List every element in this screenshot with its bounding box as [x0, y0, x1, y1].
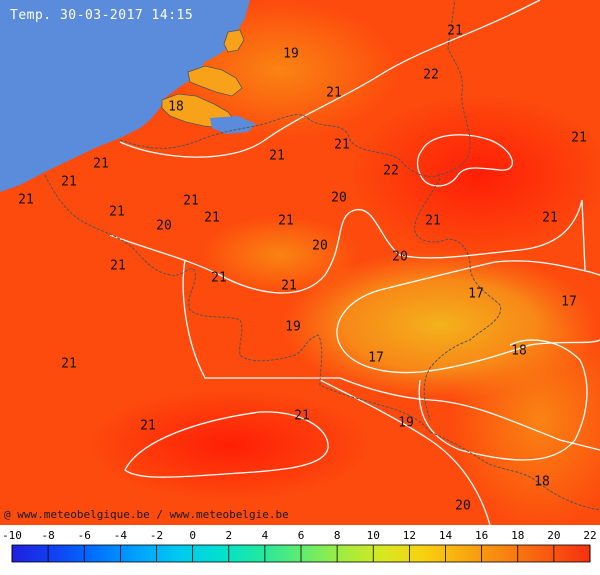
map-canvas	[0, 0, 600, 525]
temp-label: 20	[312, 238, 328, 254]
cool-zone-southeast	[450, 310, 600, 525]
temp-label-south: 21	[294, 408, 310, 424]
temp-label: 17	[561, 294, 577, 310]
temp-label: 21	[110, 258, 126, 274]
legend-tick-label: 16	[475, 529, 489, 542]
legend-tick-label: -6	[77, 529, 91, 542]
border-be-nl	[119, 0, 471, 177]
hot-zone-east	[350, 95, 600, 255]
temperature-map: Temp. 30-03-2017 14:15 @ www.meteobelgiq…	[0, 0, 600, 525]
legend-tick-label: -4	[113, 529, 127, 542]
isotherm-19-ardennes	[182, 259, 600, 451]
temp-label: 21	[447, 23, 463, 39]
legend-tick-label: 22	[583, 529, 597, 542]
temp-label-center: 21	[281, 278, 297, 294]
temp-label: 20	[331, 190, 347, 206]
isotherm-17-ardennes	[336, 260, 600, 374]
temp-label: 21	[334, 137, 350, 153]
temp-label: 21	[61, 356, 77, 372]
isotherm-20-central	[109, 199, 586, 294]
legend-tick-label: 6	[297, 529, 305, 542]
isotherm-20-south	[319, 379, 491, 525]
isotherm-22-east	[416, 134, 513, 187]
temp-label: 21	[93, 156, 109, 172]
isotherms	[109, 0, 600, 525]
island-north	[223, 29, 245, 53]
temp-label: 21	[109, 204, 125, 220]
temp-label: 17	[468, 286, 484, 302]
border-be-de	[414, 177, 502, 421]
legend-tick-label: -2	[149, 529, 164, 542]
temp-label: 21	[278, 213, 294, 229]
temp-label: 21	[183, 193, 199, 209]
temp-label: 21	[18, 192, 34, 208]
mild-zone-center	[200, 215, 360, 295]
temp-label: 21	[326, 85, 342, 101]
temp-label: 21	[211, 270, 227, 286]
temp-label: 21	[269, 148, 285, 164]
legend-tick-label: 10	[366, 529, 380, 542]
sea-inlet	[210, 116, 256, 134]
legend-tick-label: 4	[261, 529, 269, 542]
temp-label: 19	[398, 415, 414, 431]
legend-tick-label: 12	[402, 529, 416, 542]
legend-tick-label: 8	[333, 529, 341, 542]
temp-label: 21	[61, 174, 77, 190]
temp-label: 20	[455, 498, 471, 514]
legend-tick-label: 20	[547, 529, 561, 542]
legend-tick-label: -8	[41, 529, 55, 542]
legend-tick-label: 2	[225, 529, 233, 542]
isotherm-18-southeast	[418, 339, 588, 461]
isotherm-21-south	[124, 411, 329, 478]
legend-tick-label: 0	[189, 529, 196, 542]
temp-label: 21	[542, 210, 558, 226]
legend-bar	[11, 544, 591, 563]
legend-tick-label: 18	[511, 529, 525, 542]
border-be-fr	[44, 174, 431, 433]
temp-label: 21	[425, 213, 441, 229]
island-middle	[187, 65, 243, 97]
temp-label: 22	[423, 67, 439, 83]
sea	[0, 0, 250, 192]
isotherm-19-coast	[119, 0, 541, 158]
temp-label: 21	[204, 210, 220, 226]
color-scale-legend: -10 -8 -6 -4 -2 0 2 4 6 8 10 12 14 16 18 20 22	[0, 525, 600, 575]
credit-line: @ www.meteobelgique.be / www.meteobelgie…	[4, 508, 289, 521]
temp-label: 20	[392, 249, 408, 265]
temp-label: 21	[140, 418, 156, 434]
border-lu	[429, 431, 600, 511]
temp-label: 20	[156, 218, 172, 234]
temp-label: 21	[571, 130, 587, 146]
temp-label: 19	[285, 319, 301, 335]
temp-label: 22	[383, 163, 399, 179]
legend-tick-label: -10	[2, 529, 22, 542]
temp-label: 17	[368, 350, 384, 366]
borders	[44, 0, 600, 511]
legend-tick-label: 14	[438, 529, 453, 542]
temp-label: 19	[283, 46, 299, 62]
temp-label: 18	[511, 343, 527, 359]
temp-label: 18	[168, 99, 184, 115]
temp-label: 18	[534, 474, 550, 490]
map-title: Temp. 30-03-2017 14:15	[10, 8, 194, 23]
